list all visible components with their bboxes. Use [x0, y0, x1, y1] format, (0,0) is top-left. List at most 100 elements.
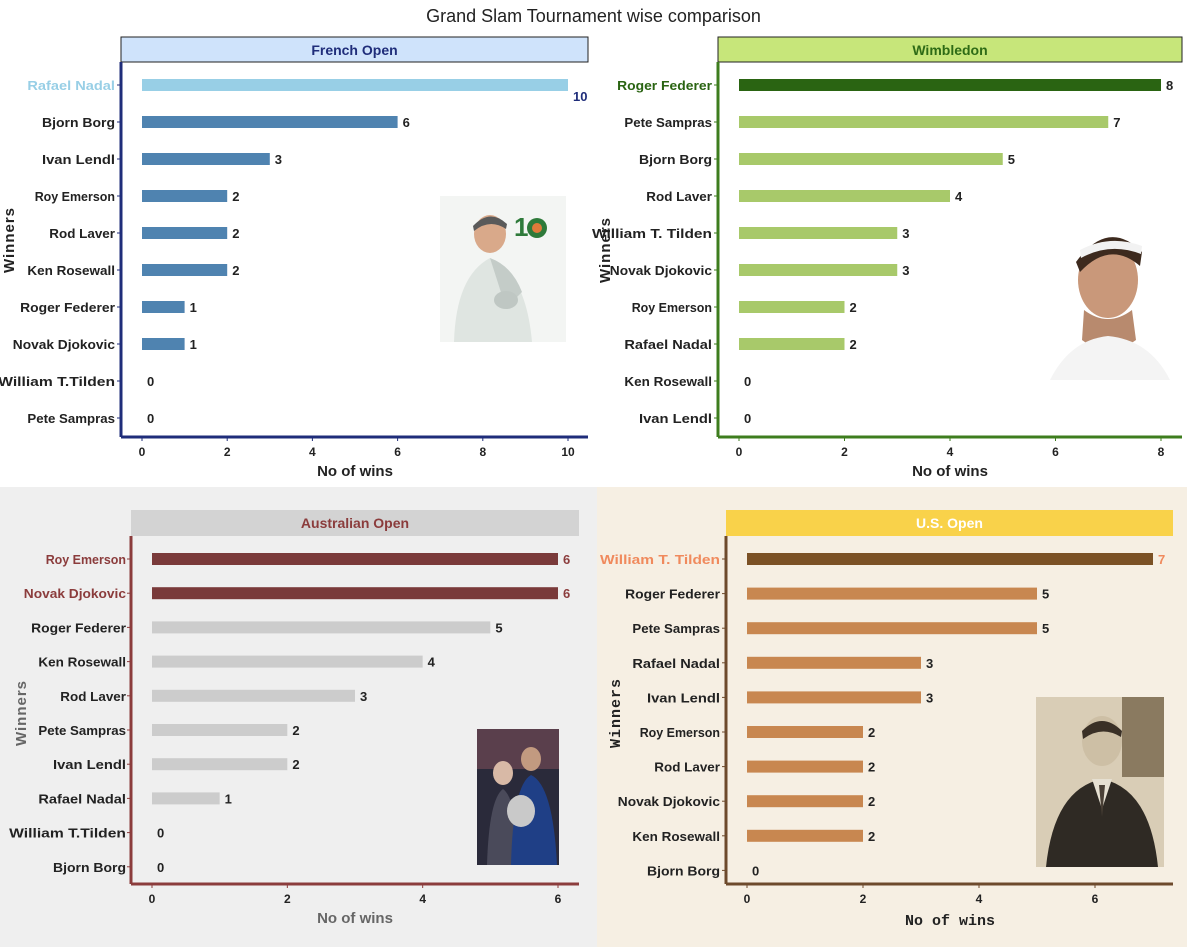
us-bar — [747, 795, 863, 808]
australian-category-label: Ken Rosewall — [38, 655, 126, 670]
wimbledon-category-label: Rafael Nadal — [624, 337, 712, 352]
us-bar — [747, 553, 1153, 565]
wimbledon-x-tick-label: 4 — [947, 445, 954, 459]
wimbledon-value-label: 7 — [1113, 115, 1120, 130]
french-bar — [142, 338, 185, 350]
french-y-axis-label: Winners — [1, 207, 18, 273]
french-value-label: 10 — [573, 89, 587, 104]
australian-value-label: 6 — [563, 552, 570, 567]
french-bar — [142, 264, 228, 276]
wimbledon-x-tick-label: 6 — [1052, 445, 1059, 459]
us-category-label: Rod Laver — [654, 760, 720, 775]
wimbledon-category-label: Bjorn Borg — [639, 152, 712, 167]
australian-bar — [152, 724, 288, 736]
wimbledon-bar — [739, 338, 845, 350]
nadal-photo: 1 — [440, 196, 566, 342]
wimbledon-category-label: Roger Federer — [617, 78, 712, 93]
us-y-axis-label: Winners — [608, 678, 625, 748]
us-category-label: Bjorn Borg — [647, 863, 720, 878]
australian-bar — [152, 689, 355, 702]
australian-category-label: Rod Laver — [60, 689, 126, 704]
french-value-label: 2 — [232, 263, 239, 278]
french-bar — [142, 79, 568, 91]
australian-category-label: Pete Sampras — [38, 723, 126, 738]
australian-category-label: Roger Federer — [31, 620, 126, 635]
tilden-photo — [1036, 697, 1164, 867]
australian-value-label: 3 — [360, 689, 367, 704]
us-category-label: Ken Rosewall — [632, 829, 720, 844]
us-x-tick-label: 6 — [1092, 892, 1099, 906]
french-bar — [142, 153, 270, 165]
french-x-tick-label: 2 — [224, 445, 231, 459]
us-panel-title: U.S. Open — [916, 515, 983, 531]
french-category-label: Novak Djokovic — [13, 337, 115, 352]
french-value-label: 3 — [275, 152, 282, 167]
us-value-label: 3 — [926, 656, 933, 671]
australian-value-label: 2 — [292, 723, 299, 738]
us-value-label: 5 — [1042, 587, 1049, 602]
wimbledon-value-label: 2 — [850, 337, 857, 352]
us-value-label: 0 — [752, 863, 759, 878]
us-bar — [747, 622, 1037, 635]
french-bar — [142, 190, 228, 202]
french-header-strip — [120, 36, 589, 63]
us-bar — [747, 587, 1037, 600]
us-x-tick-label: 0 — [744, 892, 751, 906]
australian-x-tick-label: 2 — [284, 892, 291, 906]
australian-value-label: 0 — [157, 860, 164, 875]
wimbledon-category-label: Pete Sampras — [624, 115, 712, 130]
australian-panel-title: Australian Open — [301, 515, 409, 531]
australian-category-label: Ivan Lendl — [53, 757, 126, 772]
french-category-label: William T.Tilden — [0, 374, 115, 389]
us-value-label: 2 — [868, 760, 875, 775]
wimbledon-category-label: Ivan Lendl — [639, 411, 712, 426]
us-value-label: 2 — [868, 829, 875, 844]
wimbledon-x-tick-label: 2 — [841, 445, 848, 459]
wimbledon-category-label: Rod Laver — [646, 189, 712, 204]
australian-bar — [152, 621, 491, 634]
us-header-strip — [726, 510, 1173, 536]
french-value-label: 0 — [147, 374, 154, 389]
french-x-tick-label: 10 — [561, 445, 575, 459]
us-x-tick-label: 2 — [860, 892, 867, 906]
wimbledon-value-label: 2 — [850, 300, 857, 315]
australian-x-axis-label: No of wins — [317, 910, 393, 927]
french-category-label: Roger Federer — [20, 300, 115, 315]
wimbledon-bar — [739, 116, 1109, 128]
french-value-label: 2 — [232, 226, 239, 241]
wimbledon-value-label: 3 — [902, 226, 909, 241]
us-bar — [747, 691, 921, 704]
french-category-label: Ivan Lendl — [42, 152, 115, 167]
french-bar — [142, 227, 228, 239]
french-x-tick-label: 6 — [394, 445, 401, 459]
australian-value-label: 1 — [225, 791, 232, 806]
french-x-tick-label: 4 — [309, 445, 316, 459]
us-bar — [747, 760, 863, 773]
australian-value-label: 0 — [157, 826, 164, 841]
wimbledon-category-label: Roy Emerson — [632, 300, 712, 315]
french-category-label: Bjorn Borg — [42, 115, 115, 130]
french-panel-title: French Open — [311, 42, 397, 58]
us-category-label: Roger Federer — [625, 587, 720, 602]
french-value-label: 6 — [403, 115, 410, 130]
us-category-label: Rafael Nadal — [632, 656, 720, 671]
federer-photo — [1010, 210, 1180, 380]
australian-bar — [152, 758, 288, 771]
us-bar — [747, 829, 863, 842]
wimbledon-y-axis-label: Winners — [597, 217, 614, 283]
wimbledon-bar — [739, 190, 950, 202]
australian-bar — [152, 587, 558, 600]
french-category-label: Pete Sampras — [27, 411, 115, 426]
french-category-label: Rafael Nadal — [27, 78, 115, 93]
us-x-axis-label: No of wins — [905, 913, 995, 930]
wimbledon-value-label: 3 — [902, 263, 909, 278]
svg-text:1: 1 — [514, 212, 528, 242]
wimbledon-panel-title: Wimbledon — [912, 42, 987, 58]
australian-header-strip — [131, 510, 579, 536]
french-category-label: Roy Emerson — [35, 189, 115, 204]
us-category-label: Ivan Lendl — [647, 690, 720, 705]
australian-value-label: 4 — [428, 655, 436, 670]
wimbledon-bar — [739, 79, 1161, 91]
